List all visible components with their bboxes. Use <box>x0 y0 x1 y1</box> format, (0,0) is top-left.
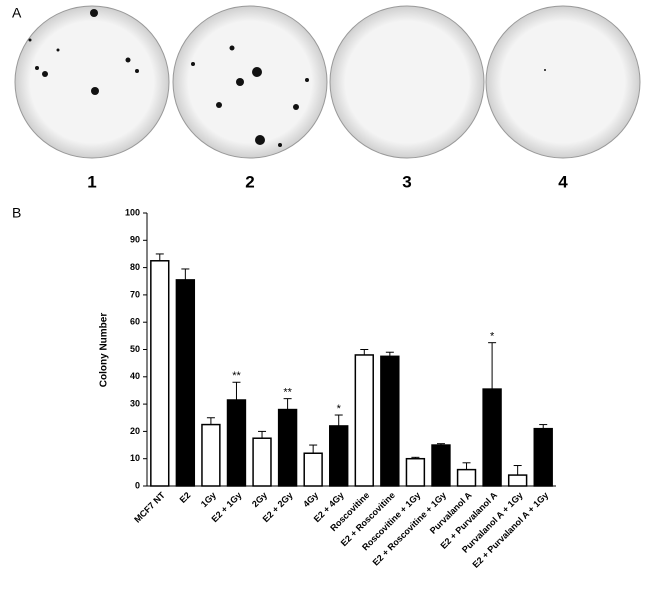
bar <box>405 457 426 487</box>
x-tick-label: 1Gy <box>199 490 218 509</box>
colony <box>125 57 131 63</box>
significance-mark: ** <box>232 370 241 382</box>
plate <box>485 5 641 159</box>
significance-mark: ** <box>283 387 292 399</box>
panel-label: A <box>12 5 22 21</box>
colony <box>90 9 98 17</box>
bar <box>277 408 298 487</box>
y-tick-label: 100 <box>125 207 140 217</box>
colony <box>28 38 32 42</box>
y-tick-label: 10 <box>130 453 140 463</box>
bar <box>380 355 400 487</box>
x-tick-label: MCF7 NT <box>132 490 167 525</box>
bar <box>226 399 247 487</box>
colony <box>91 87 99 95</box>
y-tick-label: 30 <box>130 398 140 408</box>
bar <box>150 260 170 487</box>
bar <box>303 452 323 487</box>
bar <box>482 388 502 487</box>
plate-label: 3 <box>402 172 411 191</box>
y-axis-label: Colony Number <box>99 313 110 388</box>
y-tick-label: 70 <box>130 289 140 299</box>
bar <box>252 437 272 487</box>
bar <box>431 444 451 487</box>
bar <box>201 423 221 487</box>
bar <box>354 354 374 487</box>
x-tick-label: 2Gy <box>250 490 269 509</box>
colony <box>305 78 309 82</box>
bar <box>507 474 528 487</box>
colony <box>252 67 262 77</box>
bar <box>456 468 477 487</box>
y-tick-label: 60 <box>130 317 140 327</box>
bar <box>329 425 349 487</box>
panel-label: B <box>12 205 21 221</box>
significance-mark: * <box>490 331 495 343</box>
x-tick-label: 4Gy <box>301 490 320 509</box>
plate <box>172 5 328 159</box>
plate-images <box>14 5 641 159</box>
colony <box>191 62 195 66</box>
y-tick-label: 40 <box>130 371 140 381</box>
colony <box>229 45 235 51</box>
significance-mark: * <box>337 403 342 415</box>
colony <box>255 135 265 145</box>
plate-label: 2 <box>245 172 254 191</box>
colony <box>56 48 60 52</box>
colony <box>236 78 244 86</box>
y-tick-label: 90 <box>130 235 140 245</box>
colony <box>216 102 222 108</box>
plate-label: 1 <box>87 172 96 191</box>
colony <box>293 104 299 110</box>
bar <box>533 427 553 487</box>
colony <box>35 66 39 70</box>
colonies <box>28 9 546 147</box>
y-tick-label: 0 <box>135 480 140 490</box>
bar <box>175 279 196 487</box>
y-tick-label: 80 <box>130 262 140 272</box>
plate-label: 4 <box>558 172 568 191</box>
colony <box>278 143 282 147</box>
y-tick-label: 20 <box>130 426 140 436</box>
x-tick-label: E2 <box>178 490 193 505</box>
colony <box>544 69 546 71</box>
y-tick-label: 50 <box>130 344 140 354</box>
plate <box>329 5 485 159</box>
colony <box>42 71 48 77</box>
colony <box>135 69 139 73</box>
plate <box>14 5 170 159</box>
